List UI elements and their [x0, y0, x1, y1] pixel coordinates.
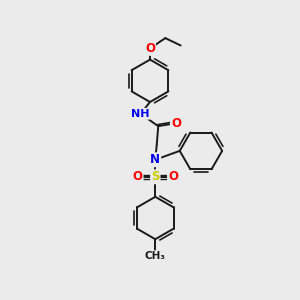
- Text: O: O: [171, 117, 181, 130]
- Text: O: O: [145, 42, 155, 55]
- Text: O: O: [133, 170, 142, 183]
- Text: NH: NH: [131, 109, 150, 119]
- Text: O: O: [168, 170, 178, 183]
- Text: S: S: [151, 170, 160, 183]
- Text: CH₃: CH₃: [145, 251, 166, 261]
- Text: N: N: [150, 153, 160, 166]
